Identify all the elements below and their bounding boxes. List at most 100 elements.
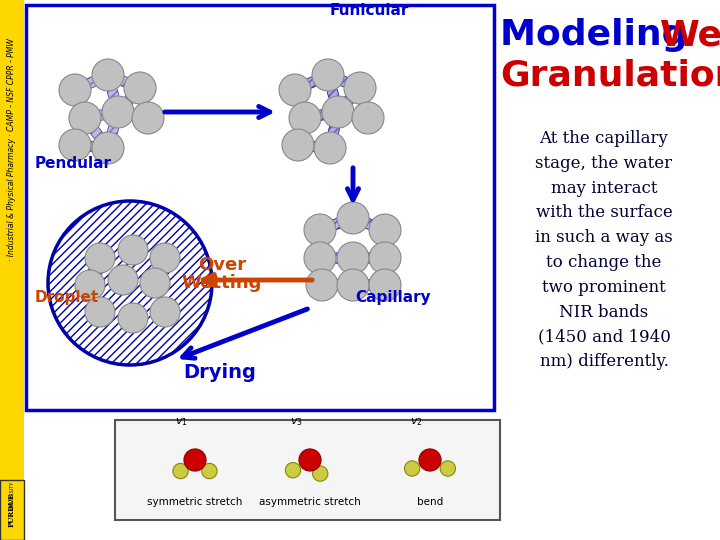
Circle shape bbox=[69, 102, 101, 134]
Text: Granulation: Granulation bbox=[500, 58, 720, 92]
Circle shape bbox=[369, 214, 401, 246]
Circle shape bbox=[289, 102, 321, 134]
Circle shape bbox=[150, 297, 180, 327]
Ellipse shape bbox=[107, 83, 119, 104]
Circle shape bbox=[92, 132, 124, 164]
Text: symmetric stretch: symmetric stretch bbox=[148, 497, 243, 507]
Circle shape bbox=[150, 243, 180, 273]
Circle shape bbox=[118, 235, 148, 265]
Ellipse shape bbox=[82, 76, 101, 89]
Text: $v_3$: $v_3$ bbox=[289, 416, 302, 428]
Circle shape bbox=[108, 265, 138, 295]
Ellipse shape bbox=[360, 218, 378, 230]
Circle shape bbox=[369, 242, 401, 274]
Ellipse shape bbox=[305, 141, 323, 152]
Text: Droplet: Droplet bbox=[35, 290, 99, 305]
Ellipse shape bbox=[315, 237, 325, 252]
Ellipse shape bbox=[125, 110, 141, 120]
Text: UNIVERSITY: UNIVERSITY bbox=[9, 481, 14, 510]
Circle shape bbox=[352, 102, 384, 134]
Circle shape bbox=[124, 72, 156, 104]
Text: Modeling: Modeling bbox=[500, 18, 700, 52]
Ellipse shape bbox=[74, 124, 86, 139]
Ellipse shape bbox=[380, 237, 390, 252]
Bar bbox=[26, 5, 494, 410]
Ellipse shape bbox=[380, 264, 390, 279]
Text: bend: bend bbox=[417, 497, 443, 507]
Ellipse shape bbox=[348, 264, 359, 279]
Circle shape bbox=[369, 269, 401, 301]
Circle shape bbox=[59, 74, 91, 106]
Ellipse shape bbox=[359, 94, 369, 111]
Ellipse shape bbox=[138, 94, 150, 111]
Ellipse shape bbox=[82, 141, 101, 152]
Circle shape bbox=[440, 461, 456, 476]
Text: Drying: Drying bbox=[184, 363, 256, 382]
Circle shape bbox=[48, 201, 212, 365]
Circle shape bbox=[75, 270, 105, 300]
Circle shape bbox=[337, 269, 369, 301]
Ellipse shape bbox=[122, 92, 136, 107]
Text: asymmetric stretch: asymmetric stretch bbox=[259, 497, 361, 507]
Bar bbox=[0, 480, 24, 540]
Text: Capillary: Capillary bbox=[355, 290, 431, 305]
Circle shape bbox=[173, 463, 188, 478]
Circle shape bbox=[85, 243, 115, 273]
Bar bbox=[0, 0, 24, 540]
Circle shape bbox=[279, 74, 311, 106]
Text: Wetting: Wetting bbox=[182, 274, 262, 292]
Circle shape bbox=[85, 297, 115, 327]
Ellipse shape bbox=[296, 124, 307, 139]
Ellipse shape bbox=[329, 280, 346, 290]
Circle shape bbox=[202, 463, 217, 478]
Circle shape bbox=[306, 269, 338, 301]
Circle shape bbox=[344, 72, 376, 104]
Circle shape bbox=[282, 129, 314, 161]
Text: Over: Over bbox=[198, 256, 246, 274]
Text: Pendular: Pendular bbox=[35, 156, 112, 171]
Circle shape bbox=[312, 466, 328, 481]
Ellipse shape bbox=[107, 120, 119, 140]
Circle shape bbox=[419, 449, 441, 471]
Ellipse shape bbox=[302, 76, 321, 89]
Circle shape bbox=[118, 303, 148, 333]
Text: Wet: Wet bbox=[660, 18, 720, 52]
Circle shape bbox=[102, 96, 134, 128]
Circle shape bbox=[405, 461, 420, 476]
Text: · Industrial & Physical Pharmacy · CAMP - NSF CPPR - PMW: · Industrial & Physical Pharmacy · CAMP … bbox=[7, 38, 17, 261]
Text: $v_2$: $v_2$ bbox=[410, 416, 423, 428]
Ellipse shape bbox=[360, 253, 378, 263]
Circle shape bbox=[337, 242, 369, 274]
Ellipse shape bbox=[328, 120, 340, 140]
Circle shape bbox=[92, 59, 124, 91]
Ellipse shape bbox=[360, 280, 378, 290]
Circle shape bbox=[285, 463, 301, 478]
Text: $v_1$: $v_1$ bbox=[174, 416, 187, 428]
Ellipse shape bbox=[328, 83, 338, 104]
Ellipse shape bbox=[342, 92, 356, 107]
Circle shape bbox=[304, 214, 336, 246]
Circle shape bbox=[322, 96, 354, 128]
Ellipse shape bbox=[316, 264, 326, 279]
Circle shape bbox=[312, 59, 344, 91]
Circle shape bbox=[337, 202, 369, 234]
Ellipse shape bbox=[89, 124, 104, 142]
Ellipse shape bbox=[74, 96, 86, 112]
Ellipse shape bbox=[328, 218, 346, 230]
Bar bbox=[115, 420, 500, 520]
Ellipse shape bbox=[328, 253, 346, 263]
Circle shape bbox=[132, 102, 164, 134]
Ellipse shape bbox=[312, 110, 330, 120]
Text: Funicular: Funicular bbox=[330, 3, 410, 18]
Circle shape bbox=[184, 449, 206, 471]
Circle shape bbox=[59, 129, 91, 161]
Text: PURDUE: PURDUE bbox=[8, 492, 16, 528]
Circle shape bbox=[304, 242, 336, 274]
Ellipse shape bbox=[294, 96, 305, 112]
Circle shape bbox=[140, 268, 170, 298]
Ellipse shape bbox=[345, 110, 361, 120]
Ellipse shape bbox=[335, 76, 353, 87]
Text: At the capillary
stage, the water
may interact
with the surface
in such a way as: At the capillary stage, the water may in… bbox=[535, 130, 673, 370]
Circle shape bbox=[299, 449, 321, 471]
Circle shape bbox=[314, 132, 346, 164]
